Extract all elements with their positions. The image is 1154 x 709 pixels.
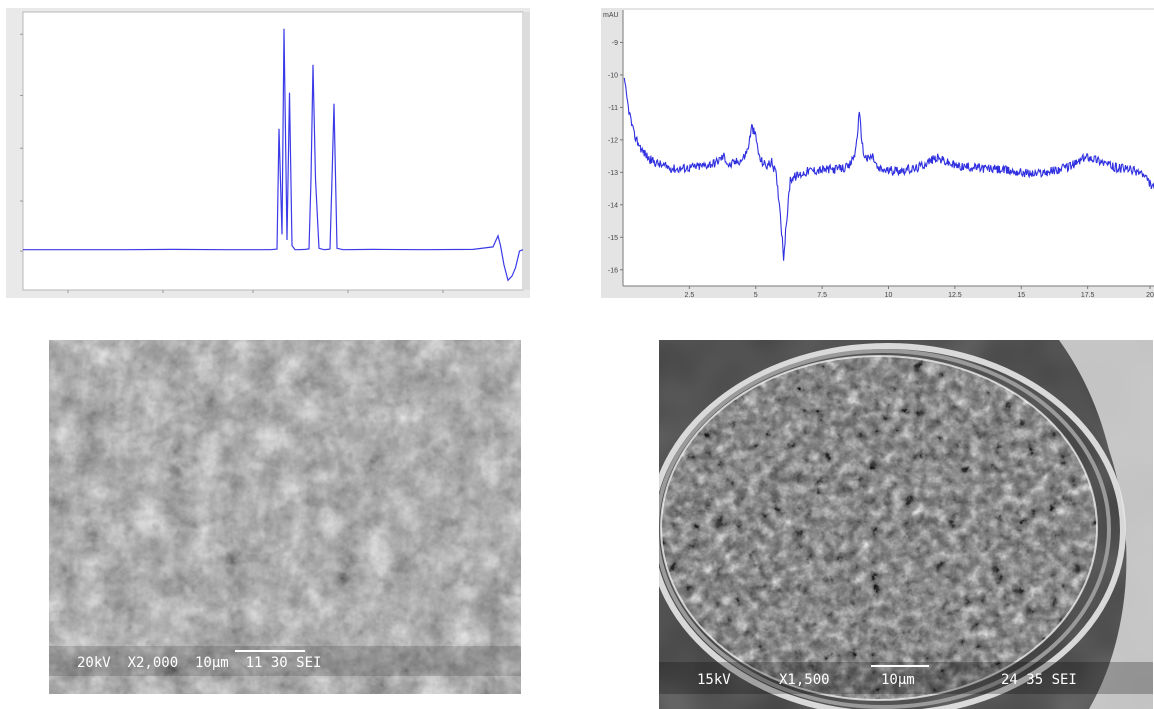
- y-unit-label: mAU: [603, 12, 619, 19]
- sem-image-right-svg: 15kV X1,500 10μm 24 35 SEI: [659, 340, 1153, 709]
- y-axis: [20, 33, 23, 252]
- right-edge-region: [1059, 340, 1153, 709]
- x-tick-label: 12.5: [948, 292, 962, 298]
- series-line: [623, 77, 1154, 261]
- chromatogram-left: [6, 8, 530, 298]
- y-tick-label: -12: [608, 137, 618, 144]
- tube-wall: [659, 343, 1126, 709]
- plot-area: [22, 11, 524, 291]
- x-tick-label: 2.5: [685, 292, 695, 298]
- sem-scale: 10μm: [881, 672, 915, 688]
- chromatogram-right: mAU -9 -10 -11 -12 -13 -14 -15 -16 2.5 5 7.5 10 12.…: [601, 8, 1154, 298]
- chromatogram-right-svg: mAU -9 -10 -11 -12 -13 -14 -15 -16 2.5 5 7.5 10 12.…: [601, 8, 1154, 298]
- y-tick-label: -10: [608, 72, 618, 79]
- y-tick-label: -14: [608, 202, 618, 209]
- series-line: [23, 28, 524, 282]
- y-tick-label: -16: [608, 267, 618, 274]
- x-tick-label: 15: [1017, 292, 1025, 298]
- tube-wall-inner: [659, 349, 1111, 709]
- sem-label: 20kV X2,000 10μm 11 30 SEI: [77, 655, 321, 671]
- x-axis: 2.5 5 7.5 10 12.5 15 17.5 20: [685, 286, 1154, 298]
- y-tick-label: -11: [608, 105, 618, 112]
- y-tick-label: -15: [608, 235, 618, 242]
- sem-session: 24 35 SEI: [1001, 672, 1077, 688]
- x-tick-label: 5: [754, 292, 758, 298]
- y-tick-label: -13: [608, 170, 618, 177]
- sem-fine-texture: [49, 340, 521, 694]
- label-band: [659, 662, 1153, 694]
- x-tick-label: 10: [885, 292, 893, 298]
- sem-magnification: X1,500: [779, 672, 830, 688]
- x-tick-label: 20: [1146, 292, 1154, 298]
- monolith-texture: [661, 356, 1097, 700]
- monolith-edge: [660, 355, 1098, 701]
- chromatogram-left-svg: [6, 8, 530, 298]
- x-axis: [67, 290, 444, 293]
- sem-image-right: 15kV X1,500 10μm 24 35 SEI: [659, 340, 1153, 709]
- sem-image-left-svg: 20kV X2,000 10μm 11 30 SEI: [49, 340, 521, 694]
- plot-area: [623, 10, 1154, 286]
- x-tick-label: 7.5: [817, 292, 827, 298]
- sem-voltage: 15kV: [697, 672, 731, 688]
- scrollbar-strip: [523, 12, 530, 290]
- x-tick-label: 17.5: [1081, 292, 1095, 298]
- y-axis: -9 -10 -11 -12 -13 -14 -15 -16: [608, 40, 623, 274]
- y-tick-label: -9: [612, 40, 618, 47]
- sem-image-left: 20kV X2,000 10μm 11 30 SEI: [49, 340, 521, 694]
